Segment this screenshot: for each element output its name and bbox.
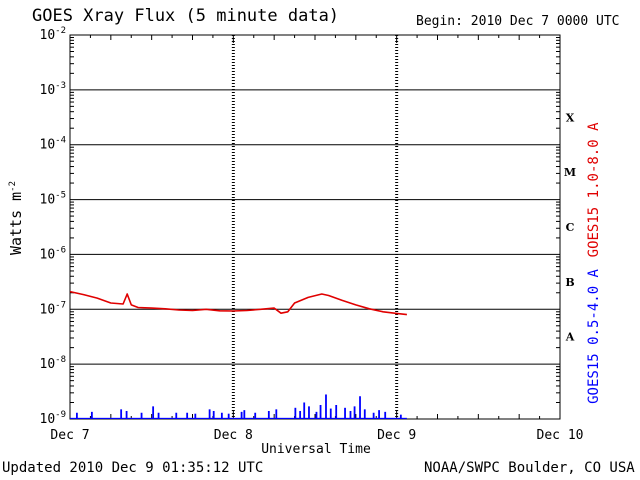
y-tick-label: 10-9: [40, 410, 67, 427]
series-spike-short-channel: [125, 410, 128, 419]
series-spike-short-channel: [349, 410, 352, 419]
series-spike-short-channel: [372, 412, 375, 419]
x-tick-label: Dec 8: [214, 428, 253, 443]
legend-short-channel: GOES15 0.5-4.0 A: [586, 268, 602, 403]
chart-title: GOES Xray Flux (5 minute data): [32, 6, 340, 26]
x-tick-label: Dec 9: [377, 428, 416, 443]
plot-frame: [69, 34, 561, 420]
series-spike-short-channel: [335, 404, 338, 419]
series-baseline-short-channel: [70, 417, 407, 419]
series-spike-short-channel: [76, 412, 78, 419]
series-spike-short-channel: [175, 412, 178, 419]
series-spike-short-channel: [208, 409, 211, 419]
y-tick-label: 10-8: [40, 355, 67, 372]
data-source-credit: NOAA/SWPC Boulder, CO USA: [424, 460, 635, 476]
x-tick-label: Dec 10: [537, 428, 584, 443]
series-spike-short-channel: [378, 410, 380, 419]
series-spike-short-channel: [399, 414, 402, 419]
x-tick-label: Dec 7: [50, 428, 89, 443]
series-spike-short-channel: [220, 412, 223, 419]
y-tick-label: 10-7: [40, 300, 67, 317]
series-spike-short-channel: [359, 396, 361, 419]
series-spike-short-channel: [227, 413, 230, 419]
series-spike-short-channel: [212, 410, 215, 419]
x-axis-label: Universal Time: [261, 442, 371, 457]
flare-class-label: X: [566, 111, 575, 124]
flare-class-label: C: [566, 221, 575, 234]
series-spike-short-channel: [325, 394, 327, 419]
series-spike-short-channel: [299, 410, 302, 419]
y-tick-label: 10-2: [40, 26, 67, 43]
series-spike-short-channel: [152, 406, 155, 419]
y-tick-label: 10-5: [40, 191, 67, 208]
series-spike-short-channel: [294, 407, 297, 419]
y-tick-label: 10-4: [40, 136, 67, 153]
flare-class-label: B: [565, 276, 574, 289]
updated-timestamp: Updated 2010 Dec 9 01:35:12 UTC: [2, 460, 264, 476]
series-spike-short-channel: [194, 413, 197, 419]
series-spike-short-channel: [186, 412, 189, 419]
y-tick-label: 10-3: [40, 81, 67, 98]
series-spike-short-channel: [353, 406, 356, 419]
series-line-long-channel: [69, 290, 407, 316]
series-spike-short-channel: [344, 407, 346, 419]
legend-long-channel: GOES15 1.0-8.0 A: [586, 122, 602, 257]
series-spike-short-channel: [267, 410, 270, 419]
flare-class-label: A: [565, 331, 575, 344]
series-spike-short-channel: [303, 402, 306, 419]
series-spike-short-channel: [329, 408, 332, 419]
series-spike-short-channel: [120, 409, 123, 419]
series-spike-short-channel: [240, 411, 243, 419]
series-spike-short-channel: [157, 412, 160, 419]
series-spike-short-channel: [315, 411, 318, 419]
series-spike-short-channel: [243, 410, 246, 419]
series-spike-short-channel: [319, 404, 322, 419]
begin-time-label: Begin: 2010 Dec 7 0000 UTC: [416, 14, 620, 29]
series-spike-short-channel: [140, 412, 143, 419]
series-spike-short-channel: [308, 406, 310, 419]
series-spike-short-channel: [254, 412, 257, 419]
y-tick-label: 10-6: [40, 245, 67, 262]
flare-class-label: M: [564, 166, 576, 179]
series-spike-short-channel: [384, 411, 387, 419]
series-spike-short-channel: [363, 409, 366, 419]
series-spike-short-channel: [275, 409, 278, 419]
series-spike-short-channel: [90, 411, 93, 419]
